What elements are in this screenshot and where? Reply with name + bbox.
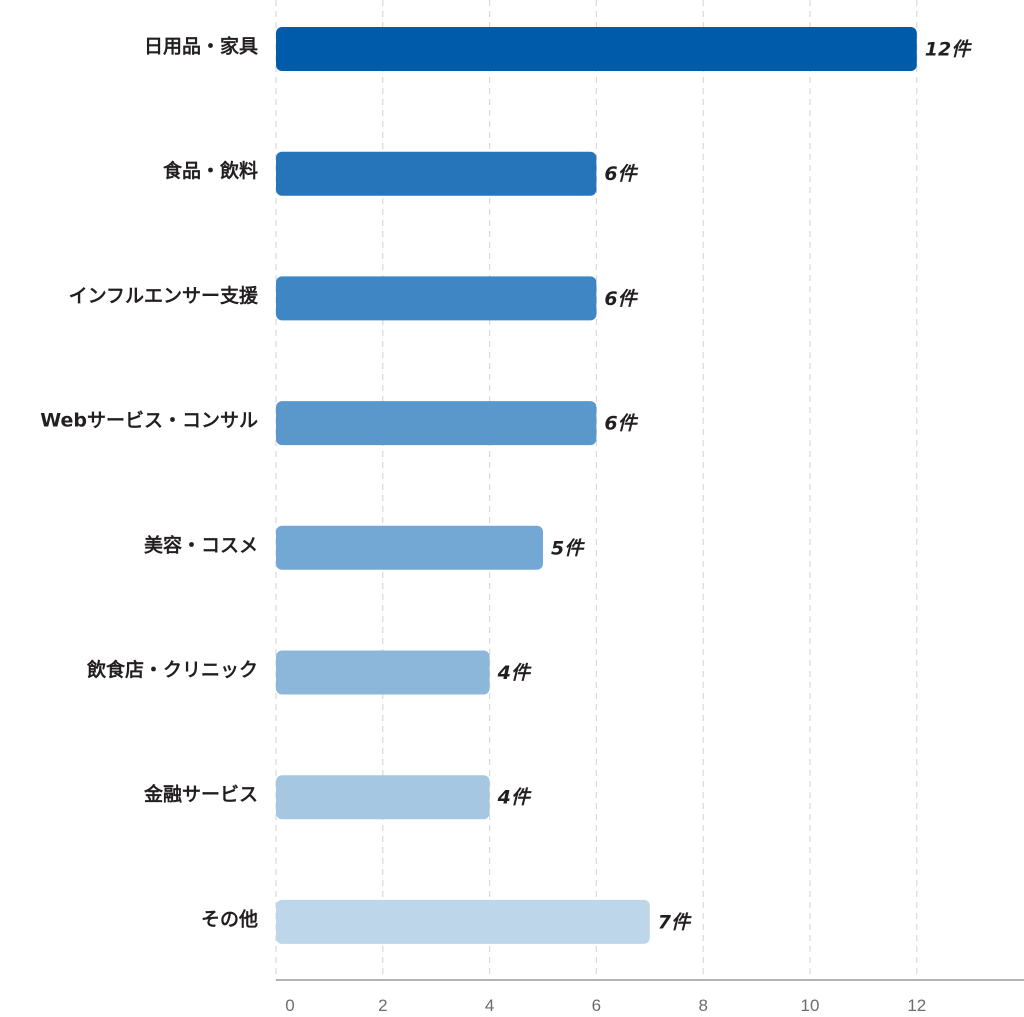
value-label: 5件: [551, 537, 585, 559]
value-label: 12件: [925, 39, 972, 61]
x-tick-label: 0: [285, 996, 294, 1015]
bar: [276, 775, 490, 820]
x-tick-label: 8: [698, 996, 707, 1015]
x-tick-label: 12: [907, 996, 926, 1015]
value-label: 6件: [604, 288, 638, 310]
category-label: 日用品・家具: [144, 35, 258, 58]
category-label: Webサービス・コンサル: [40, 410, 258, 432]
bars: [276, 27, 917, 944]
value-label: 7件: [658, 911, 692, 933]
grid-lines: [275, 0, 918, 980]
bar: [276, 276, 597, 321]
category-label: 美容・コスメ: [144, 533, 258, 556]
category-label: 金融サービス: [143, 783, 258, 806]
x-tick-label: 4: [485, 996, 494, 1015]
x-tick-label: 6: [592, 996, 601, 1015]
value-label: 6件: [604, 163, 638, 185]
category-label: その他: [201, 907, 258, 930]
value-label: 4件: [497, 787, 532, 809]
bar: [276, 899, 650, 944]
x-tick-labels: 0 2 4 6 8 10 12: [285, 996, 926, 1015]
category-label: インフルエンサー支援: [69, 284, 259, 307]
x-tick-label: 10: [801, 996, 820, 1015]
category-label: 食品・飲料: [163, 159, 258, 182]
value-labels: 12件 6件 6件 6件 5件 4件 4件 7件: [497, 39, 973, 934]
bar: [276, 650, 490, 695]
category-label: 飲食店・クリニック: [86, 658, 258, 681]
bar: [276, 525, 543, 570]
value-label: 4件: [497, 662, 532, 684]
x-tick-label: 2: [378, 996, 387, 1015]
bar: [276, 401, 597, 446]
value-label: 6件: [604, 413, 638, 435]
bar: [276, 27, 917, 71]
bar: [276, 151, 597, 196]
